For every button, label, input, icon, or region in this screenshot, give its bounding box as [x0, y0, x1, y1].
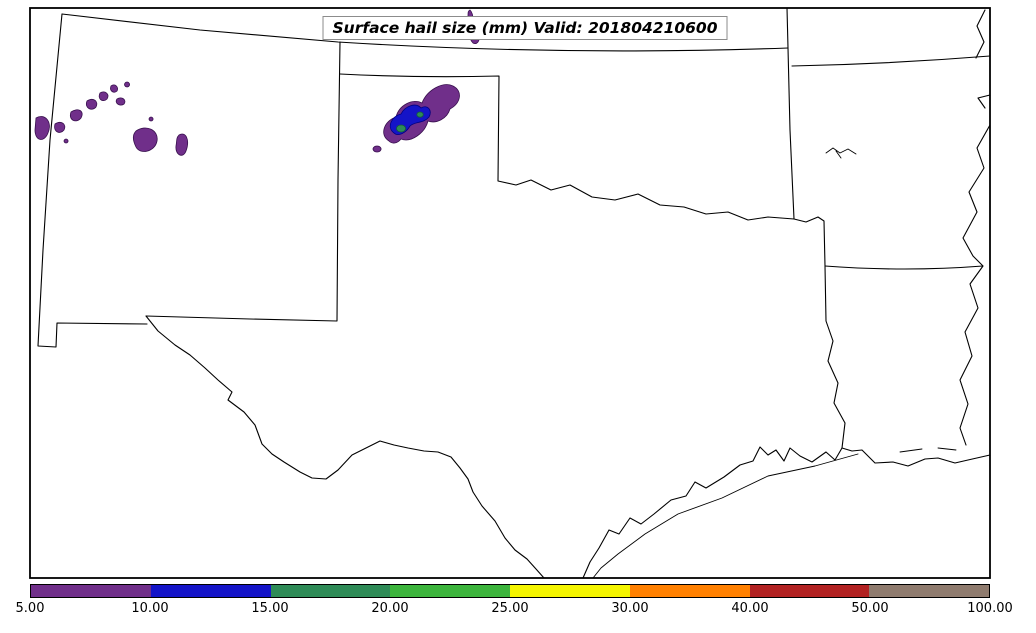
mississippi-river: [959, 9, 991, 446]
hail-area-texas-panhandle-core: [396, 111, 424, 133]
barrier-islands: [592, 447, 957, 579]
oklahoma-texas-border: [339, 47, 795, 221]
colorbar-segment-15-20: [270, 585, 391, 597]
gulf-coastline: [582, 446, 991, 579]
colorbar: [30, 584, 990, 598]
colorbar-segment-40-50: [749, 585, 870, 597]
hail-area-new-mexico-cluster: [34, 81, 188, 156]
colorbar-segment-25-30: [510, 585, 630, 597]
colorbar-segment-10-15: [150, 585, 271, 597]
colorbar-segment-20-25: [390, 585, 510, 597]
texas-east-border: [793, 216, 846, 449]
state-borders: [37, 7, 991, 579]
rio-grande-border: [145, 315, 545, 579]
new-mexico-border: [37, 13, 341, 348]
kansas-missouri-border: [786, 7, 991, 67]
plot-frame: [29, 7, 991, 579]
latitude-37n-border: [61, 13, 789, 52]
colorbar-segment-5-10: [31, 585, 151, 597]
colorbar-segment-30-40: [629, 585, 750, 597]
colorbar-segment-50-100: [869, 585, 989, 597]
arkansas-louisiana-border: [824, 265, 984, 270]
arkansas-river-squiggle: [825, 147, 857, 159]
map-title: Surface hail size (mm) Valid: 2018042106…: [322, 16, 728, 40]
